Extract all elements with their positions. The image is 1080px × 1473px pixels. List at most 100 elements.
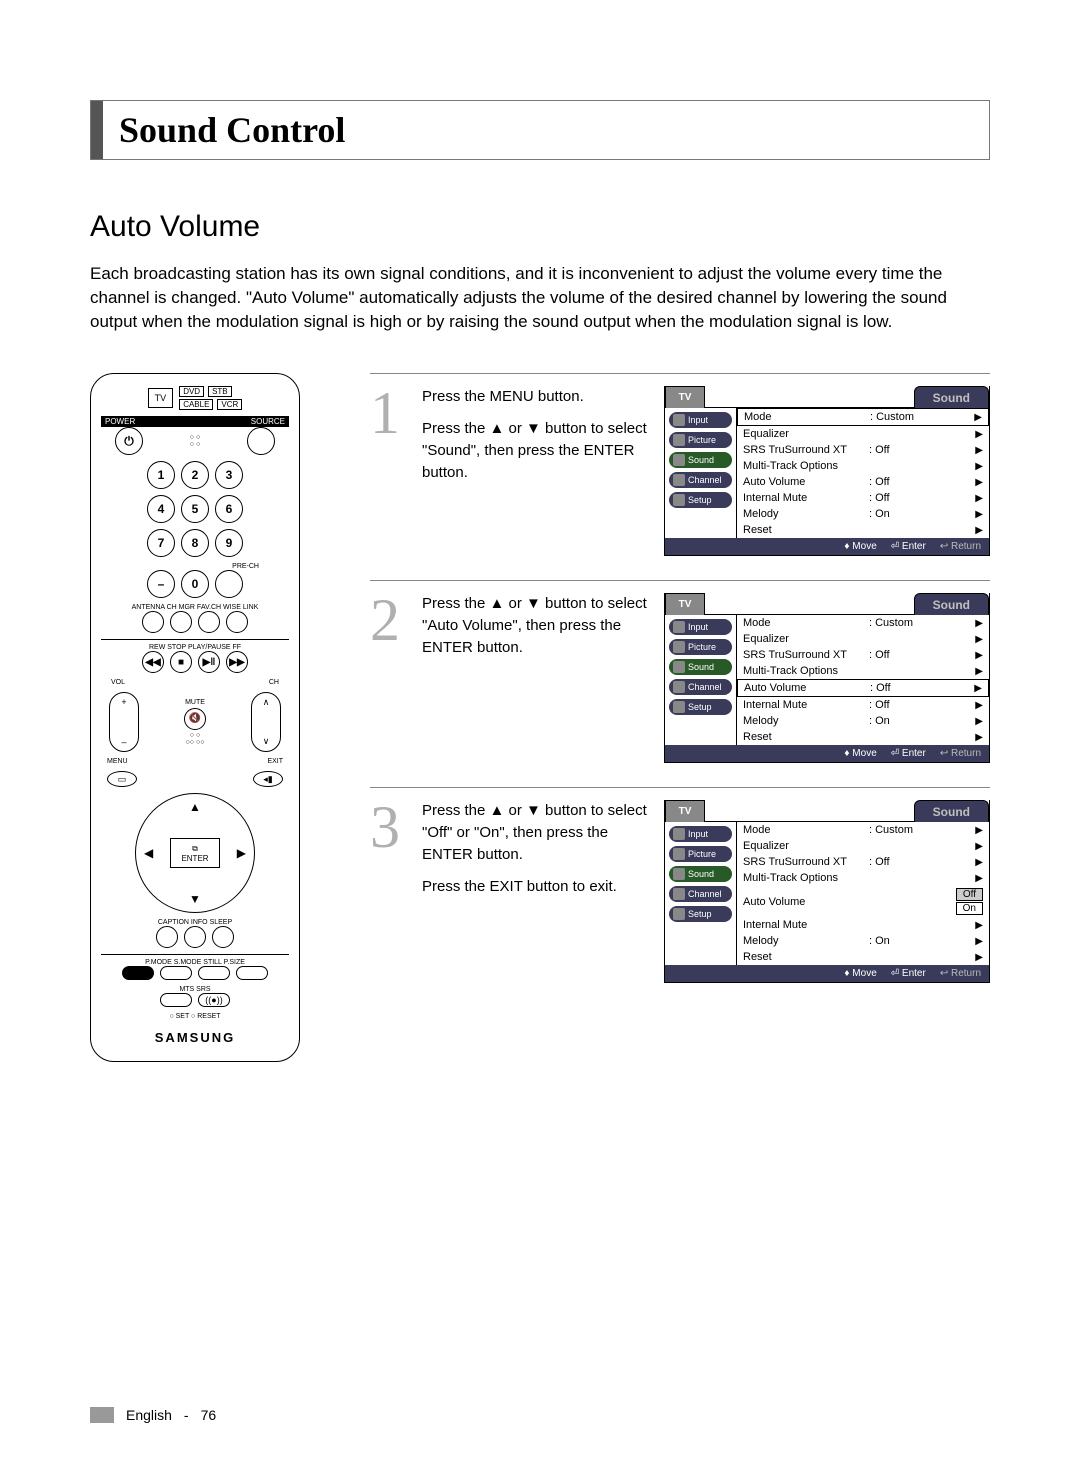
step: 1 Press the MENU button.Press the ▲ or ▼… [370, 373, 990, 556]
osd-row-label: Melody [743, 715, 863, 727]
ch-rocker: ∧∨ [251, 692, 281, 752]
osd-side-icon [673, 454, 685, 466]
num-4: 4 [147, 495, 175, 523]
osd-footer-item: ♦ Move [844, 968, 876, 979]
osd-row-label: Multi-Track Options [743, 665, 863, 677]
osd-row-label: Equalizer [743, 633, 863, 645]
step-number: 1 [370, 386, 410, 440]
osd-sidebar: Input Picture Sound Channel Setup [665, 408, 737, 538]
pmode-button [122, 966, 154, 980]
remote-power-strip: POWER SOURCE [101, 416, 289, 427]
wiselink-button [226, 611, 248, 633]
osd-side-sound: Sound [669, 866, 732, 882]
footer-page: 76 [201, 1407, 217, 1423]
chevron-right-icon: ▶ [975, 952, 983, 963]
osd-row: SRS TruSurround XT : Off ▶ [737, 854, 989, 870]
osd-side-setup: Setup [669, 906, 732, 922]
mts-button [160, 993, 192, 1007]
remote-mode-vcr: VCR [217, 399, 242, 410]
osd-row: Internal Mute : Off ▶ [737, 697, 989, 713]
osd-side-icon [673, 494, 685, 506]
step-text-line: Press the MENU button. [422, 386, 652, 408]
brand-logo: SAMSUNG [101, 1030, 289, 1045]
osd-side-icon [673, 681, 685, 693]
mode-dots: ○ ○○ ○ [190, 434, 200, 448]
favch-button [198, 611, 220, 633]
osd-row-label: Mode [743, 617, 863, 629]
osd-row: SRS TruSurround XT : Off ▶ [737, 442, 989, 458]
osd-option: Off [956, 888, 983, 901]
osd-title: Sound [914, 386, 989, 408]
osd-tv-badge: TV [665, 386, 705, 408]
srs-button: ((●)) [198, 993, 230, 1007]
osd-footer: ♦ Move⏎ Enter↩ Return [665, 538, 989, 555]
osd-row-value: : Custom [869, 617, 969, 629]
osd-title: Sound [914, 800, 989, 822]
step-text: Press the MENU button.Press the ▲ or ▼ b… [422, 386, 652, 493]
chevron-right-icon: ▶ [975, 429, 983, 440]
osd-main: Mode : Custom ▶ Equalizer ▶ SRS TruSurro… [737, 615, 989, 745]
chevron-right-icon: ▶ [975, 618, 983, 629]
chevron-right-icon: ▶ [975, 825, 983, 836]
osd-row: Mode : Custom ▶ [737, 822, 989, 838]
remote-mode-stb: STB [208, 386, 232, 397]
chevron-right-icon: ▶ [975, 445, 983, 456]
mute-label: MUTE [185, 699, 205, 706]
chevron-right-icon: ▶ [975, 873, 983, 884]
footer-sep: - [184, 1407, 189, 1423]
remote-mode-dvd: DVD [179, 386, 204, 397]
exit-button: ◂▮ [253, 771, 283, 787]
osd-footer-item: ⏎ Enter [891, 968, 926, 979]
osd-row: Equalizer ▶ [737, 426, 989, 442]
osd-row-value: : Custom [870, 411, 968, 423]
osd-tv-badge: TV [665, 593, 705, 615]
osd-side-channel: Channel [669, 886, 732, 902]
chevron-right-icon: ▶ [975, 461, 983, 472]
cis-labels: CAPTION INFO SLEEP [101, 919, 289, 926]
chevron-right-icon: ▶ [975, 716, 983, 727]
osd-side-label: Picture [688, 849, 716, 859]
osd-side-label: Input [688, 622, 708, 632]
osd-side-setup: Setup [669, 492, 732, 508]
osd-footer-item: ⏎ Enter [891, 748, 926, 759]
osd-row-label: Auto Volume [743, 896, 863, 908]
steps-column: 1 Press the MENU button.Press the ▲ or ▼… [370, 373, 990, 983]
num-7: 7 [147, 529, 175, 557]
osd-row: Internal Mute : Off ▶ [737, 490, 989, 506]
osd-row: Melody : On ▶ [737, 713, 989, 729]
osd-row-value: : Off [870, 682, 968, 694]
osd-row-value: : On [869, 935, 969, 947]
power-button: ⏻ [115, 427, 143, 455]
osd-option: On [956, 902, 983, 915]
osd-row: Auto Volume : Off ▶ [737, 474, 989, 490]
osd-row-label: Equalizer [743, 840, 863, 852]
ff-button: ▶▶ [226, 651, 248, 673]
osd-side-label: Channel [688, 475, 722, 485]
num-9: 9 [215, 529, 243, 557]
osd-footer-item: ⏎ Enter [891, 541, 926, 552]
stop-button: ■ [170, 651, 192, 673]
chevron-right-icon: ▶ [975, 477, 983, 488]
menu-button: ▭ [107, 771, 137, 787]
osd-row-label: Reset [743, 951, 863, 963]
vol-rocker: +– [109, 692, 139, 752]
dpad: ▲ ▼ ◀ ▶ ⧉ ENTER [135, 793, 255, 913]
osd-row-label: SRS TruSurround XT [743, 856, 863, 868]
osd-side-icon [673, 434, 685, 446]
mute-button: 🔇 [184, 708, 206, 730]
osd-side-input: Input [669, 619, 732, 635]
osd-main: Mode : Custom ▶ Equalizer ▶ SRS TruSurro… [737, 408, 989, 538]
chevron-right-icon: ▶ [974, 412, 982, 423]
pre-ch-button [215, 570, 243, 598]
chevron-right-icon: ▶ [975, 920, 983, 931]
left-arrow-icon: ◀ [144, 846, 153, 860]
smode-button [160, 966, 192, 980]
osd-side-icon [673, 908, 685, 920]
footer-lang: English [126, 1407, 172, 1423]
osd-row-value: : Custom [869, 824, 969, 836]
page-footer: English - 76 [90, 1407, 216, 1423]
osd-side-input: Input [669, 826, 732, 842]
chevron-right-icon: ▶ [975, 841, 983, 852]
osd-side-icon [673, 661, 685, 673]
remote-tv-label: TV [148, 388, 174, 408]
